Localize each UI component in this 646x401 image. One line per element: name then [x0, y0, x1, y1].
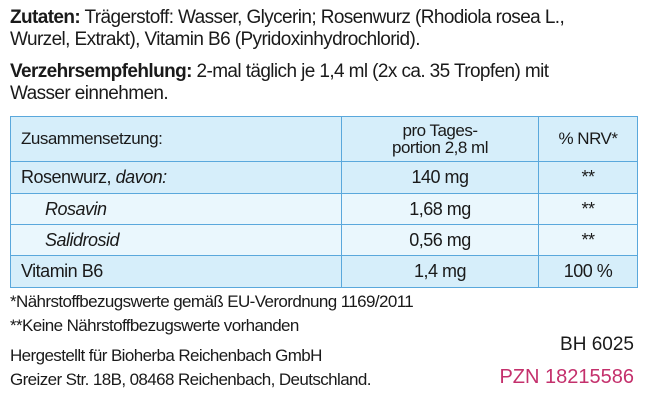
ingredients-text: Wurzel, Extrakt), Vitamin B6 (Pyridoxinh…	[10, 29, 421, 50]
header-cell: pro Tages-portion 2,8 ml	[341, 116, 539, 162]
header-cell: Zusammensetzung:	[10, 116, 342, 162]
cell: 140 mg	[341, 161, 539, 194]
cell: **	[538, 224, 638, 256]
header-line: pro Tages-	[402, 121, 478, 140]
manufacturer-line: Greizer Str. 18B, 08468 Reichenbach, Deu…	[10, 370, 371, 389]
batch-number: BH 6025	[560, 334, 634, 355]
cell: 0,56 mg	[341, 224, 539, 256]
row-note: davon:	[115, 167, 168, 187]
footnotes: *Nährstoffbezugswerte gemäß EU-Verordnun…	[10, 290, 414, 338]
recommendation-text: Wasser einnehmen.	[10, 83, 169, 104]
row-name: Rosenwurz,	[21, 167, 112, 187]
footnote: **Keine Nährstoffbezugswerte vorhanden	[10, 316, 299, 335]
manufacturer: Hergestellt für Bioherba Reichenbach Gmb…	[10, 344, 371, 392]
cell: 100 %	[538, 255, 638, 288]
ingredients-label: Zutaten:	[10, 7, 81, 28]
recommendation: Verzehrsempfehlung: 2-mal täglich je 1,4…	[10, 61, 550, 105]
header-cell: % NRV*	[538, 116, 638, 162]
cell: 1,4 mg	[341, 255, 539, 288]
footnote: *Nährstoffbezugswerte gemäß EU-Verordnun…	[10, 292, 414, 311]
row: Vitamin B6 1,4 mg 100 %	[10, 255, 638, 288]
cell: Rosavin	[10, 193, 342, 225]
recommendation-label: Verzehrsempfehlung:	[10, 61, 192, 82]
cell: **	[538, 193, 638, 225]
row: Rosavin 1,68 mg **	[10, 193, 638, 225]
pzn: PZN 18215586	[499, 366, 634, 388]
cell: 1,68 mg	[341, 193, 539, 225]
composition-table: Zusammensetzung: pro Tages-portion 2,8 m…	[10, 116, 638, 288]
ingredients-text: Trägerstoff: Wasser, Glycerin; Rosenwurz…	[84, 7, 565, 28]
recommendation-text: 2-mal täglich je 1,4 ml (2x ca. 35 Tropf…	[196, 61, 550, 82]
header-row: Zusammensetzung: pro Tages-portion 2,8 m…	[10, 116, 638, 162]
header-line: portion 2,8 ml	[392, 138, 489, 157]
cell: Salidrosid	[10, 224, 342, 256]
cell: Vitamin B6	[10, 255, 342, 288]
ingredients: Zutaten: Trägerstoff: Wasser, Glycerin; …	[10, 7, 565, 51]
cell: Rosenwurz, davon:	[10, 161, 342, 194]
cell: **	[538, 161, 638, 194]
manufacturer-line: Hergestellt für Bioherba Reichenbach Gmb…	[10, 346, 322, 365]
row: Rosenwurz, davon: 140 mg **	[10, 161, 638, 194]
row: Salidrosid 0,56 mg **	[10, 224, 638, 256]
